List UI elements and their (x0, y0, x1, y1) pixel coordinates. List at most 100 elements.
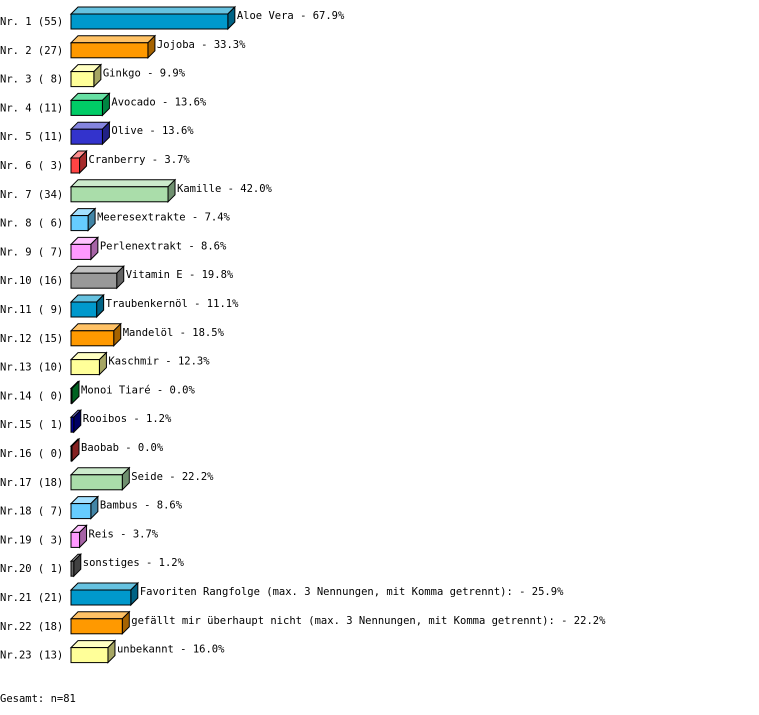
bar-top (69, 611, 131, 620)
separator: - (145, 154, 164, 166)
category-name: Rooibos (83, 413, 127, 425)
bar-label: Jojoba - 33.3% (157, 39, 246, 51)
separator: - (294, 10, 313, 22)
row-label: Nr. 4 (11) (0, 102, 63, 114)
value-label: 42.0% (240, 183, 272, 195)
bar-row: Nr. 9 ( 7) Perlenextrakt - 8.6% (0, 236, 227, 261)
row-label: Nr.20 ( 1) (0, 563, 63, 575)
category-name: Bambus (100, 500, 138, 512)
bar-label: Bambus - 8.6% (100, 500, 183, 512)
bar-label: Reis - 3.7% (89, 528, 159, 540)
bar-row: Nr.15 ( 1) Rooibos - 1.2% (0, 408, 172, 434)
value-label: 8.6% (157, 500, 183, 512)
bar-label: Kamille - 42.0% (177, 183, 273, 195)
value-label: 33.3% (214, 39, 246, 51)
bar (70, 560, 75, 577)
bar-label: Seide - 22.2% (131, 471, 214, 483)
bar-label: Rooibos - 1.2% (83, 413, 172, 425)
category-name: Reis (89, 528, 114, 540)
bar (70, 445, 73, 462)
value-label: 0.0% (170, 384, 196, 396)
bar (70, 243, 92, 260)
separator: - (186, 212, 205, 224)
bar (70, 330, 115, 347)
bar (70, 157, 81, 174)
value-label: 22.2% (574, 615, 606, 627)
bar-row: Nr.20 ( 1) sonstiges - 1.2% (0, 552, 185, 578)
row-label: Nr. 7 (34) (0, 189, 63, 201)
row-label: Nr.15 ( 1) (0, 419, 63, 431)
bar-row: Nr. 8 ( 6) Meeresextrakte - 7.4% (0, 207, 231, 232)
bar-top (69, 6, 237, 15)
bar-row: Nr.10 (16) Vitamin E - 19.8% (0, 264, 234, 290)
bar-label: gefällt mir überhaupt nicht (max. 3 Nenn… (131, 615, 606, 627)
separator: - (195, 39, 214, 51)
row-label: Nr.22 (18) (0, 621, 63, 633)
category-name: Favoriten Rangfolge (max. 3 Nennungen, m… (140, 586, 513, 598)
bar-row: Nr. 6 ( 3) Cranberry - 3.7% (0, 149, 190, 175)
category-name: Avocado (111, 96, 155, 108)
bar-side (71, 437, 80, 463)
category-name: sonstiges (83, 557, 140, 569)
row-label: Nr.11 ( 9) (0, 304, 63, 316)
bar-label: unbekannt - 16.0% (117, 644, 225, 656)
bar (70, 186, 169, 203)
category-name: Olive (111, 125, 143, 137)
category-name: Monoi Tiaré (81, 384, 151, 396)
bar (70, 503, 92, 520)
separator: - (119, 442, 138, 454)
bar (70, 272, 118, 289)
separator: - (138, 500, 157, 512)
bar-row: Nr.22 (18) gefällt mir überhaupt nicht (m… (0, 610, 606, 636)
row-label: Nr.19 ( 3) (0, 534, 63, 546)
bar-row: Nr.17 (18) Seide - 22.2% (0, 466, 214, 492)
row-label: Nr.14 ( 0) (0, 390, 63, 402)
total-label: Gesamt: n=81 (0, 693, 76, 705)
separator: - (163, 471, 182, 483)
category-name: Vitamin E (126, 269, 183, 281)
separator: - (221, 183, 240, 195)
row-label: Nr.10 (16) (0, 275, 63, 287)
bar (70, 474, 123, 491)
value-label: 22.2% (182, 471, 214, 483)
bar (70, 589, 132, 606)
bar-label: Favoriten Rangfolge (max. 3 Nennungen, m… (140, 586, 564, 598)
bar-row: Nr.23 (13) unbekannt - 16.0% (0, 639, 225, 664)
category-name: Mandelöl (123, 327, 174, 339)
bar (70, 13, 229, 30)
category-name: gefällt mir überhaupt nicht (max. 3 Nenn… (131, 615, 555, 627)
bar (70, 128, 103, 145)
category-name: unbekannt (117, 644, 174, 656)
bar-label: Meeresextrakte - 7.4% (97, 212, 230, 224)
separator: - (156, 96, 175, 108)
bar (70, 301, 98, 318)
row-label: Nr.16 ( 0) (0, 448, 63, 460)
separator: - (141, 68, 160, 80)
row-label: Nr.17 (18) (0, 477, 63, 489)
bar (70, 42, 149, 59)
bar (70, 647, 109, 664)
category-name: Meeresextrakte (97, 212, 186, 224)
bar-label: Baobab - 0.0% (81, 442, 164, 454)
bar-label: Avocado - 13.6% (111, 96, 207, 108)
category-name: Baobab (81, 442, 119, 454)
category-name: Ginkgo (103, 68, 141, 80)
separator: - (140, 557, 159, 569)
bar-row: Nr.21 (21) Favoriten Rangfolge (max. 3 Ne… (0, 581, 564, 607)
bar (70, 618, 123, 635)
bar-row: Nr. 5 (11) Olive - 13.6% (0, 120, 194, 146)
bar (70, 416, 75, 433)
bar (70, 71, 95, 88)
row-label: Nr. 1 (55) (0, 16, 63, 28)
value-label: 0.0% (138, 442, 164, 454)
bar-top (69, 265, 125, 274)
category-name: Traubenkernöl (106, 298, 188, 310)
bar-top (69, 582, 140, 591)
bar-row: Nr.14 ( 0) Monoi Tiaré - 0.0% (0, 380, 196, 405)
bar-label: Mandelöl - 18.5% (123, 327, 225, 339)
bar-label: Ginkgo - 9.9% (103, 68, 186, 80)
bar-label: Traubenkernöl - 11.1% (106, 298, 239, 310)
separator: - (183, 269, 202, 281)
bar-label: Olive - 13.6% (111, 125, 194, 137)
